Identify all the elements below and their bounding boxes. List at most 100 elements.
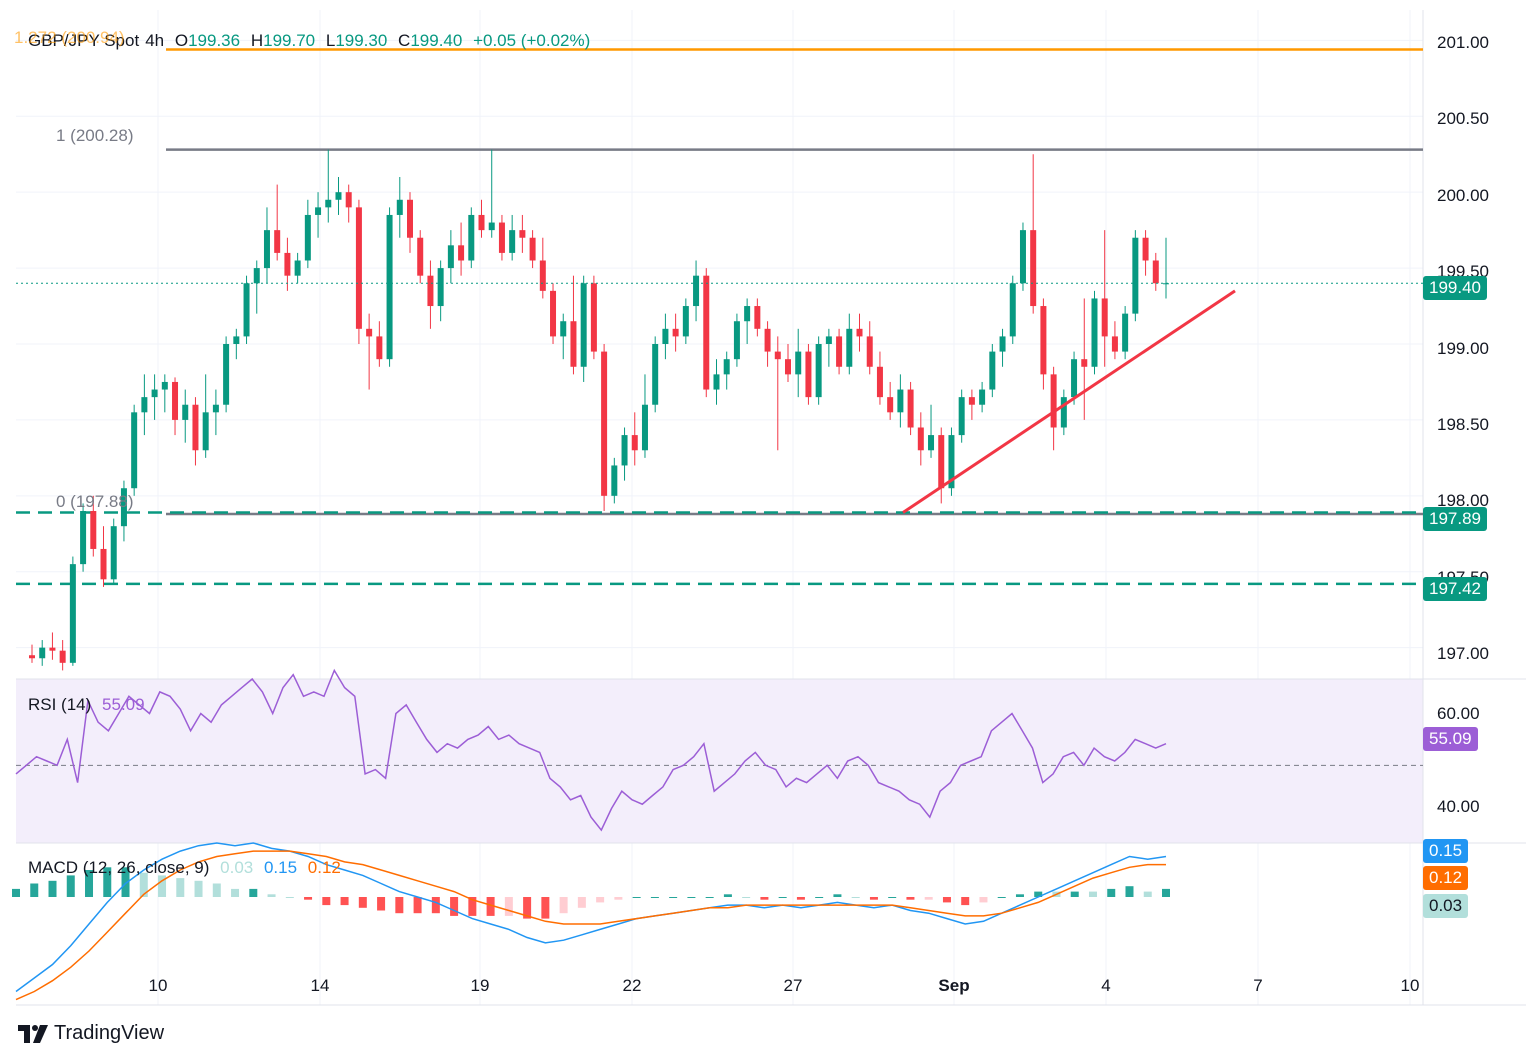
macd-histogram-bar xyxy=(413,897,422,914)
candle-body xyxy=(1019,230,1026,284)
candle-body xyxy=(662,328,669,344)
candle-body xyxy=(560,321,567,337)
brand[interactable]: TradingView xyxy=(18,1022,164,1045)
macd-legend[interactable]: MACD (12, 26, close, 9) 0.03 0.15 0.12 xyxy=(28,858,341,878)
candle-body xyxy=(212,404,219,413)
macd-histogram-bar xyxy=(815,897,824,898)
open-label: O xyxy=(174,31,189,50)
x-tick: 10 xyxy=(148,976,168,995)
candle-body xyxy=(131,412,138,489)
fib-1-label: 1 (200.28) xyxy=(56,126,134,145)
macd-histogram-bar xyxy=(687,897,696,898)
candle-body xyxy=(907,389,914,428)
candle-body xyxy=(90,511,97,549)
candle-body xyxy=(335,192,342,200)
candle-body xyxy=(1091,298,1098,367)
candle-body xyxy=(815,344,822,398)
macd-histogram-bar xyxy=(705,897,714,898)
candle-body xyxy=(100,548,107,580)
rsi-y-tick: 60.00 xyxy=(1437,704,1480,723)
rsi-line xyxy=(15,668,1167,832)
x-tick: 22 xyxy=(622,976,642,995)
support1-price-tag: 197.89 xyxy=(1423,507,1487,531)
candle-body xyxy=(968,397,975,405)
rsi-legend[interactable]: RSI (14) 55.09 xyxy=(28,695,145,715)
candle-body xyxy=(754,306,761,329)
macd-histogram-bar xyxy=(1162,888,1170,897)
fib-0-label: 0 (197.88) xyxy=(56,492,134,511)
candle-body xyxy=(723,359,730,375)
macd-histogram-bar xyxy=(30,883,39,897)
macd-histogram-bar xyxy=(851,897,860,898)
macd-histogram-bar xyxy=(523,897,532,919)
candle-body xyxy=(539,260,546,291)
change-value: +0.05 (+0.02%) xyxy=(473,31,591,50)
macd-histogram-bar xyxy=(468,897,477,916)
macd-histogram-bar xyxy=(541,897,550,919)
candle-body xyxy=(202,412,209,451)
macd-histogram-bar xyxy=(66,875,75,897)
candle-body xyxy=(1081,359,1088,367)
y-tick: 199.00 xyxy=(1437,339,1489,358)
candle-body xyxy=(304,214,311,261)
macd-histogram-bar xyxy=(121,867,130,897)
candle-body xyxy=(764,328,771,352)
candle-body xyxy=(744,306,751,322)
macd-histogram-bar xyxy=(322,897,331,906)
macd-line xyxy=(15,842,1167,993)
macd-histogram-bar xyxy=(450,897,459,916)
macd-histogram-bar xyxy=(669,897,678,898)
candle-body xyxy=(233,336,240,344)
candle-body xyxy=(488,222,495,231)
candle-body xyxy=(478,214,485,231)
candle-body xyxy=(580,283,587,367)
candle-body xyxy=(938,435,945,489)
y-tick: 198.50 xyxy=(1437,415,1489,434)
macd-histogram-bar xyxy=(778,897,787,898)
candle-body xyxy=(427,275,434,307)
candle-body xyxy=(1050,374,1057,428)
candle-body xyxy=(376,336,383,360)
candle-body xyxy=(366,328,373,337)
x-tick: 19 xyxy=(470,976,490,995)
candle-body xyxy=(529,237,536,261)
candle-body xyxy=(386,214,393,360)
candle-body xyxy=(141,397,148,413)
macd-histogram-bar xyxy=(431,897,440,914)
macd-histogram-bar xyxy=(1034,891,1043,897)
macd-histogram-bar xyxy=(176,878,185,897)
candle-body xyxy=(110,526,117,580)
rsi-value: 55.09 xyxy=(102,695,145,714)
macd-histogram-bar xyxy=(942,897,951,903)
candle-body xyxy=(999,336,1006,352)
macd-histogram-bar xyxy=(1070,891,1079,897)
macd-histogram-bar xyxy=(103,867,112,897)
candle-body xyxy=(989,351,996,390)
macd-histogram-bar xyxy=(961,897,970,906)
candle-body xyxy=(223,344,230,405)
candle-body xyxy=(897,389,904,413)
candle-body xyxy=(325,199,332,208)
candle-body xyxy=(693,275,700,307)
rsi-y-tick: 40.00 xyxy=(1437,797,1480,816)
candle-body xyxy=(948,435,955,489)
symbol-name[interactable]: GBP/JPY Spot xyxy=(28,31,140,50)
macd-histogram-bar xyxy=(833,894,842,897)
candle-body xyxy=(192,404,199,451)
candle-body xyxy=(866,336,873,367)
macd-histogram-bar xyxy=(486,897,495,916)
candle-body xyxy=(1009,283,1016,337)
macd-histogram-bar xyxy=(723,894,732,897)
candle-body xyxy=(417,237,424,276)
macd-histogram-bar xyxy=(742,897,751,898)
macd-histogram-bar xyxy=(888,897,897,898)
candle-body xyxy=(550,290,557,337)
brand-name: TradingView xyxy=(54,1022,165,1044)
candle-body xyxy=(733,321,740,360)
candle-body xyxy=(263,230,270,269)
candle-body xyxy=(672,328,679,337)
candle-body xyxy=(1122,313,1129,352)
rsi-background xyxy=(16,679,1423,843)
macd-value-tag: 0.15 xyxy=(1423,839,1469,863)
